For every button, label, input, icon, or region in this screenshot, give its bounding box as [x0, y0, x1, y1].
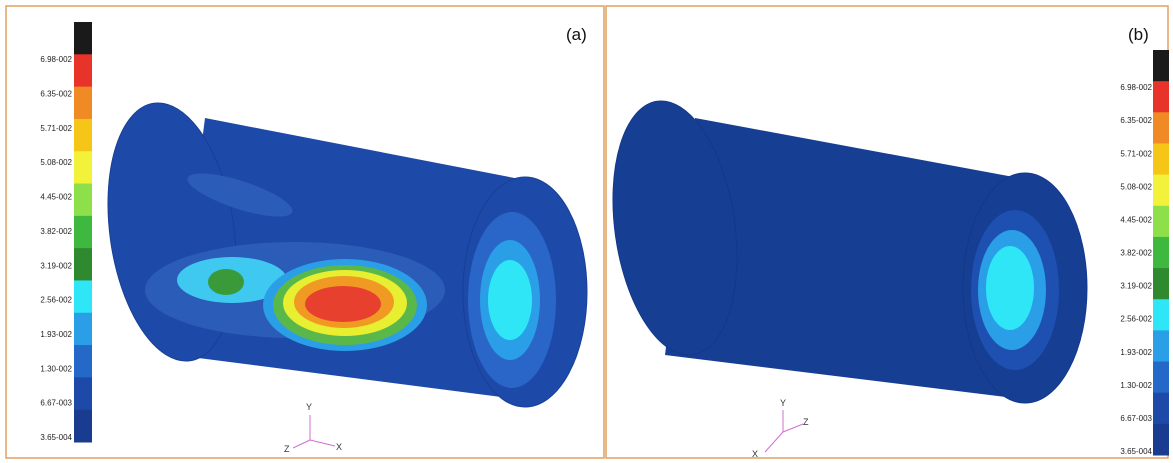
- colorbar-label: 6.35-002: [40, 89, 72, 98]
- colorbar-label: 6.35-002: [1120, 116, 1152, 125]
- axis-label: X: [336, 442, 342, 452]
- axis-label: Y: [306, 402, 312, 412]
- axis-label: Y: [780, 398, 786, 408]
- colorbar-segment: [74, 280, 92, 313]
- axis-label: Z: [284, 444, 290, 454]
- colorbar-label: 1.93-002: [40, 330, 72, 339]
- panel-label: (a): [566, 25, 587, 44]
- colorbar-segment: [74, 87, 92, 120]
- colorbar-label: 3.19-002: [1120, 282, 1152, 291]
- colorbar-label: 1.93-002: [1120, 348, 1152, 357]
- colorbar-segment: [74, 313, 92, 346]
- colorbar-label: 3.82-002: [40, 227, 72, 236]
- colorbar-segment: [1153, 268, 1169, 300]
- axis-label: Z: [803, 417, 809, 427]
- colorbar-label: 5.71-002: [40, 124, 72, 133]
- colorbar-segment: [1153, 175, 1169, 207]
- colorbar-label: 6.67-003: [40, 399, 72, 408]
- panel-label: (b): [1128, 25, 1149, 44]
- colorbar-segment: [1153, 362, 1169, 394]
- colorbar-label: 5.08-002: [40, 158, 72, 167]
- colorbar-segment: [74, 248, 92, 281]
- colorbar-label: 3.65-004: [40, 433, 72, 442]
- colorbar-label: 4.45-002: [1120, 215, 1152, 224]
- colorbar-segment: [1153, 393, 1169, 425]
- colorbar-label: 4.45-002: [40, 193, 72, 202]
- colorbar-label: 3.82-002: [1120, 249, 1152, 258]
- colorbar-segment: [1153, 112, 1169, 144]
- colorbar-label: 2.56-002: [1120, 315, 1152, 324]
- colorbar-label: 1.30-002: [1120, 381, 1152, 390]
- colorbar-segment: [1153, 237, 1169, 269]
- colorbar-label: 5.71-002: [1120, 149, 1152, 158]
- colorbar-segment: [74, 119, 92, 152]
- colorbar-label: 5.08-002: [1120, 182, 1152, 191]
- figure: 6.98-002 6.35-002 5.71-002 5.08-002 4.45-002…: [0, 0, 1173, 463]
- colorbar-segment: [1153, 50, 1169, 82]
- colorbar-segment: [1153, 206, 1169, 238]
- colorbar-label: 6.98-002: [40, 55, 72, 64]
- colorbar-label: 6.98-002: [1120, 83, 1152, 92]
- colorbar-segment: [1153, 81, 1169, 113]
- colorbar-segment: [74, 54, 92, 87]
- colorbar-label: 3.65-004: [1120, 447, 1152, 456]
- colorbar-segment: [1153, 299, 1169, 331]
- colorbar-segment: [74, 216, 92, 249]
- colorbar-segment: [1153, 424, 1169, 456]
- colorbar-label: 3.19-002: [40, 261, 72, 270]
- axis-label: X: [752, 449, 758, 459]
- colorbar-segment: [74, 22, 92, 55]
- colorbar-segment: [74, 345, 92, 378]
- colorbar-segment: [74, 377, 92, 410]
- colorbar-label: 2.56-002: [40, 296, 72, 305]
- colorbar-segment: [74, 184, 92, 217]
- colorbar-segment: [74, 410, 92, 443]
- colorbar-label: 6.67-003: [1120, 414, 1152, 423]
- colorbar-segment: [74, 151, 92, 184]
- colorbar-label: 1.30-002: [40, 364, 72, 373]
- colorbar-segment: [1153, 330, 1169, 362]
- colorbar-segment: [1153, 143, 1169, 175]
